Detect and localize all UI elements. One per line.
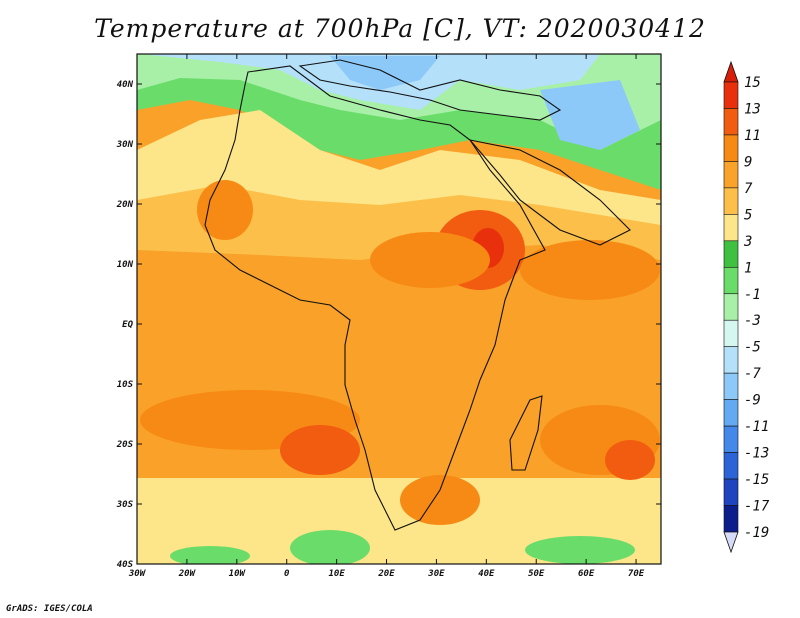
- grads-credit: GrADS: IGES/COLA: [6, 604, 93, 614]
- lat-tick-label: 20N: [116, 200, 134, 210]
- colorbar-segment: [723, 293, 739, 321]
- lon-tick-label: 0: [284, 569, 290, 579]
- colorbar-label: -15: [744, 472, 769, 488]
- lon-tick-label: 20E: [377, 569, 395, 579]
- lat-tick-label: 20S: [116, 440, 134, 450]
- colorbar-label: 5: [744, 207, 752, 223]
- colorbar-label: 3: [743, 234, 752, 250]
- colorbar-label: 9: [744, 154, 752, 170]
- hot-indian-2: [605, 440, 655, 480]
- colorbar-label: 1: [744, 260, 752, 276]
- warm-arabian: [520, 240, 660, 300]
- lon-tick-label: 30W: [128, 569, 147, 579]
- map-frame: [136, 53, 662, 565]
- lon-tick-label: 70E: [628, 569, 645, 579]
- coastlines: [204, 59, 631, 531]
- lat-tick-label: 10S: [117, 380, 134, 390]
- colorbar-label: -1: [744, 287, 761, 303]
- colorbar-label: -13: [744, 446, 769, 462]
- colorbar-label: -17: [744, 499, 770, 515]
- colorbar: 15 13 11 9 7 5 3 1 -1 -3 -5 -7 -9 -11 -13 -15 -17 -19: [723, 60, 770, 554]
- hot-south-atlantic-2: [280, 425, 360, 475]
- colorbar-label: -11: [744, 419, 769, 435]
- lat-tick-label: 30N: [116, 140, 134, 150]
- colorbar-segment: [723, 266, 739, 295]
- field-south-cool-3: [525, 536, 635, 564]
- colorbar-top-arrow: [723, 60, 739, 83]
- colorbar-segment: [723, 161, 739, 189]
- colorbar-segment: [723, 134, 739, 162]
- colorbar-label: 13: [744, 101, 761, 117]
- europe-coastline: [298, 59, 562, 121]
- colorbar-label: 15: [744, 75, 761, 91]
- colorbar-label: -7: [744, 366, 761, 382]
- lat-tick-label: 40S: [117, 560, 134, 570]
- lon-tick-label: 20W: [178, 569, 197, 579]
- colorbar-segment: [723, 187, 739, 215]
- colorbar-label: -5: [744, 340, 761, 356]
- colorbar-segment: [723, 425, 739, 453]
- lon-tick-label: 50E: [528, 569, 545, 579]
- colorbar-label: -3: [744, 313, 761, 329]
- colorbar-label: 7: [744, 181, 753, 197]
- latitude-axis: 40N 30N 20N 10N EQ 10S 20S 30S 40S: [116, 80, 661, 570]
- lat-tick-label: EQ: [122, 320, 133, 330]
- colorbar-label: 11: [744, 128, 761, 144]
- colorbar-segment: [723, 319, 739, 348]
- colorbar-segment: [723, 372, 739, 400]
- hot-southern-africa: [400, 475, 480, 525]
- lat-tick-label: 10N: [117, 260, 134, 270]
- colorbar-segment: [723, 399, 739, 427]
- colorbar-bottom-arrow: [723, 531, 739, 554]
- field-sahara-light-orange: [137, 185, 661, 260]
- temperature-field: [137, 54, 661, 564]
- colorbar-segment: [723, 108, 739, 136]
- colorbar-label: -9: [744, 393, 761, 409]
- madagascar-coastline: [509, 395, 543, 471]
- colorbar-segment: [723, 240, 739, 268]
- arabia-coastline: [468, 139, 631, 246]
- longitude-axis: 30W 20W 10W 0 10E 20E 30E 40E 50E 60E 70E: [128, 54, 645, 579]
- lon-tick-label: 10W: [229, 569, 247, 579]
- lon-tick-label: 10E: [328, 569, 345, 579]
- field-north-deepblue-2: [540, 80, 640, 150]
- colorbar-segment: [723, 478, 739, 506]
- field-south-cool-1: [290, 530, 370, 564]
- lon-tick-label: 30E: [427, 569, 445, 579]
- field-south-cool-2: [170, 546, 250, 564]
- colorbar-segment: [723, 452, 739, 480]
- lat-tick-label: 30S: [116, 500, 134, 510]
- lon-tick-label: 40E: [478, 569, 495, 579]
- colorbar-segment: [723, 505, 739, 533]
- lon-tick-label: 60E: [578, 569, 595, 579]
- colorbar-segment: [723, 81, 739, 109]
- colorbar-segment: [723, 214, 739, 242]
- lat-tick-label: 40N: [117, 80, 134, 90]
- map-title: Temperature at 700hPa [C], VT: 202003041…: [94, 14, 706, 43]
- colorbar-label: -19: [744, 525, 769, 541]
- hot-westsahara: [197, 180, 253, 240]
- colorbar-segment: [723, 346, 739, 374]
- hot-central: [370, 232, 490, 288]
